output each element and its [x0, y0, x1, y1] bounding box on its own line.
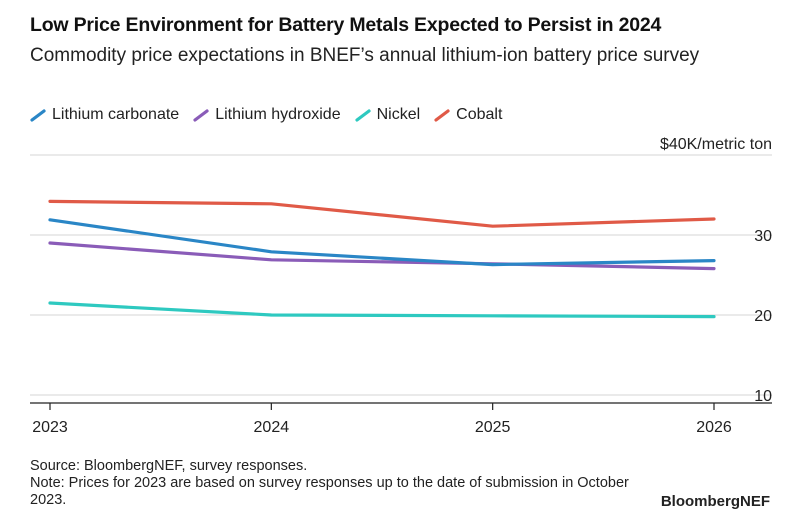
legend-swatch: [193, 109, 209, 122]
legend-label: Lithium hydroxide: [215, 106, 341, 123]
legend-item: Lithium carbonate: [30, 106, 179, 124]
series-line-lithium-hydroxide: [48, 241, 716, 271]
legend-swatch: [434, 109, 450, 122]
legend-swatch: [30, 109, 46, 122]
y-tick-label: 30: [754, 228, 772, 245]
legend-item: Lithium hydroxide: [193, 106, 341, 124]
brand-logo-text: BloombergNEF: [660, 493, 770, 510]
y-tick-label: 20: [754, 308, 772, 325]
x-tick-label: 2026: [696, 419, 732, 436]
series-line-nickel: [48, 301, 716, 319]
x-tick-label: 2025: [475, 419, 511, 436]
x-tick-label: 2023: [32, 419, 68, 436]
y-tick-label: 10: [754, 388, 772, 405]
legend-item: Cobalt: [434, 106, 502, 124]
series-line-cobalt: [48, 199, 716, 228]
legend-label: Lithium carbonate: [52, 106, 180, 123]
note-text: Note: Prices for 2023 are based on surve…: [30, 475, 629, 508]
source-text: Source: BloombergNEF, survey responses.: [30, 458, 308, 474]
legend-label: Nickel: [376, 106, 421, 123]
legend-label: Cobalt: [456, 106, 503, 123]
legend: Lithium carbonate Lithium hydroxide Nickel…: [30, 106, 502, 124]
x-tick-label: 2024: [254, 419, 290, 436]
series-line-lithium-carbonate: [48, 218, 716, 267]
y-axis-unit-label: $40K/metric ton: [659, 136, 772, 153]
legend-item: Nickel: [354, 106, 421, 124]
legend-swatch: [354, 109, 371, 122]
footnote: Source: BloombergNEF, survey responses. …: [30, 458, 650, 509]
chart-subtitle: Commodity price expectations in BNEF’s a…: [30, 45, 700, 66]
chart-title: Low Price Environment for Battery Metals…: [30, 14, 662, 36]
